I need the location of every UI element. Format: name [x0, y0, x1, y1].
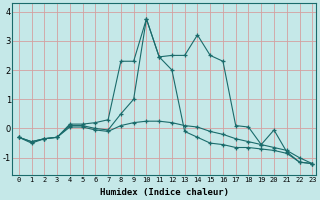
X-axis label: Humidex (Indice chaleur): Humidex (Indice chaleur)	[100, 188, 229, 197]
